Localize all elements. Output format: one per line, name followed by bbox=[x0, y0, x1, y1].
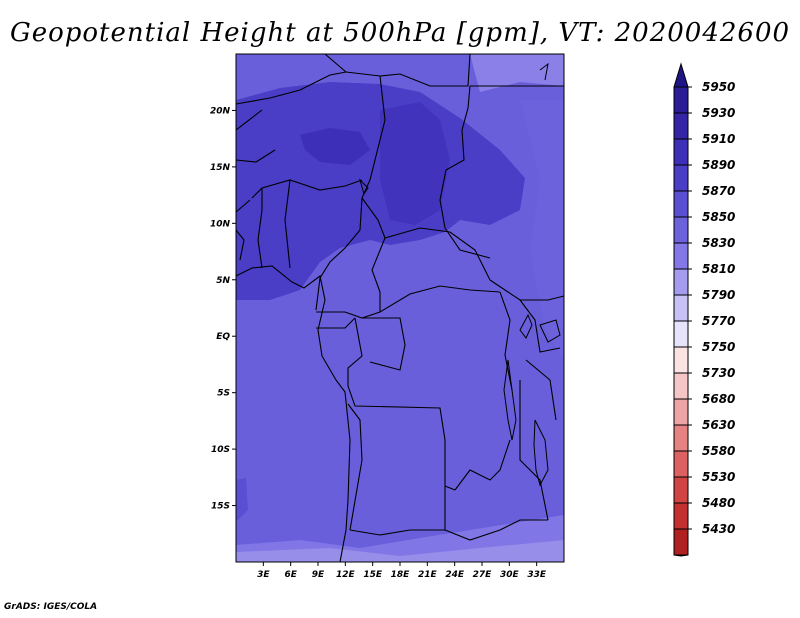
lat-tick-label: 20N bbox=[210, 106, 231, 116]
colorbar-segment bbox=[673, 372, 689, 400]
colorbar-bottom-arrow bbox=[673, 554, 689, 557]
colorbar-label: 5870 bbox=[702, 184, 735, 198]
colorbar-segment bbox=[673, 398, 689, 426]
colorbar-segment bbox=[673, 502, 689, 530]
colorbar-label: 5810 bbox=[702, 262, 735, 276]
colorbar-segment bbox=[673, 242, 689, 270]
sinai-coast bbox=[539, 62, 549, 81]
colorbar-label: 5890 bbox=[702, 158, 735, 172]
colorbar-label: 5580 bbox=[702, 444, 735, 458]
colorbar-label: 5480 bbox=[702, 496, 735, 510]
colorbar-segment bbox=[673, 216, 689, 244]
lon-tick-label: 6E bbox=[284, 570, 297, 580]
colorbar-segment bbox=[673, 320, 689, 348]
chart-title: Geopotential Height at 500hPa [gpm], VT:… bbox=[9, 18, 791, 48]
grads-credit: GrADS: IGES/COLA bbox=[4, 602, 98, 612]
colorbar: 5950 5930 5910 5890 5870 5850 5830 5810 5790 5770… bbox=[673, 62, 735, 557]
height-field-southern-edge bbox=[236, 540, 564, 562]
lat-tick-label: 5N bbox=[216, 276, 230, 286]
colorbar-segment bbox=[673, 476, 689, 504]
lat-tick-label: 15S bbox=[211, 502, 230, 512]
lon-tick-label: 30E bbox=[500, 570, 520, 580]
colorbar-label: 5430 bbox=[702, 522, 735, 536]
colorbar-segment bbox=[673, 294, 689, 322]
lat-tick-label: 10N bbox=[210, 219, 231, 229]
colorbar-label: 5630 bbox=[702, 418, 735, 432]
colorbar-label: 5830 bbox=[702, 236, 735, 250]
colorbar-segment bbox=[673, 268, 689, 296]
lon-tick-label: 15E bbox=[363, 570, 383, 580]
colorbar-segment bbox=[673, 528, 689, 556]
height-field-east bbox=[520, 100, 564, 360]
lat-tick-label: 15N bbox=[210, 163, 231, 173]
country-borders bbox=[235, 53, 565, 541]
height-field-central-core bbox=[380, 102, 450, 225]
lat-tick-label: 5S bbox=[217, 389, 230, 399]
colorbar-top-arrow bbox=[673, 62, 689, 88]
lon-tick-label: 3E bbox=[257, 570, 270, 580]
lon-tick-label: 12E bbox=[336, 570, 356, 580]
colorbar-label: 5680 bbox=[702, 392, 735, 406]
lon-tick-label: 27E bbox=[473, 570, 493, 580]
colorbar-label: 5950 bbox=[702, 80, 735, 94]
colorbar-label: 5750 bbox=[702, 340, 735, 354]
colorbar-segment bbox=[673, 138, 689, 166]
colorbar-segment bbox=[673, 86, 689, 114]
colorbar-segment bbox=[673, 112, 689, 140]
height-field-northern-core bbox=[300, 128, 370, 165]
coastline bbox=[235, 265, 351, 563]
colorbar-segment bbox=[673, 450, 689, 478]
colorbar-segment bbox=[673, 190, 689, 218]
colorbar-label: 5770 bbox=[702, 314, 735, 328]
colorbar-label: 5530 bbox=[702, 470, 735, 484]
colorbar-segment bbox=[673, 424, 689, 452]
colorbar-label: 5790 bbox=[702, 288, 735, 302]
colorbar-segment bbox=[673, 346, 689, 374]
lon-tick-label: 18E bbox=[391, 570, 411, 580]
height-field-north-lightest bbox=[470, 54, 564, 92]
lon-tick-label: 21E bbox=[418, 570, 438, 580]
longitude-ticks: 3E 6E 9E 12E 15E 18E 21E 24E 27E 30E 33E bbox=[257, 562, 547, 580]
lon-tick-label: 33E bbox=[527, 570, 547, 580]
colorbar-label: 5730 bbox=[702, 366, 735, 380]
lon-tick-label: 24E bbox=[445, 570, 465, 580]
lat-tick-label: 10S bbox=[211, 445, 230, 455]
colorbar-label: 5930 bbox=[702, 106, 735, 120]
lakes bbox=[358, 178, 561, 487]
colorbar-segment bbox=[673, 164, 689, 192]
colorbar-label: 5850 bbox=[702, 210, 735, 224]
height-field-west-patch bbox=[236, 478, 248, 520]
lat-tick-label: EQ bbox=[216, 332, 230, 342]
colorbar-label: 5910 bbox=[702, 132, 735, 146]
latitude-ticks: 20N 15N 10N 5N EQ 5S 10S 15S bbox=[210, 106, 236, 512]
lon-tick-label: 9E bbox=[312, 570, 325, 580]
